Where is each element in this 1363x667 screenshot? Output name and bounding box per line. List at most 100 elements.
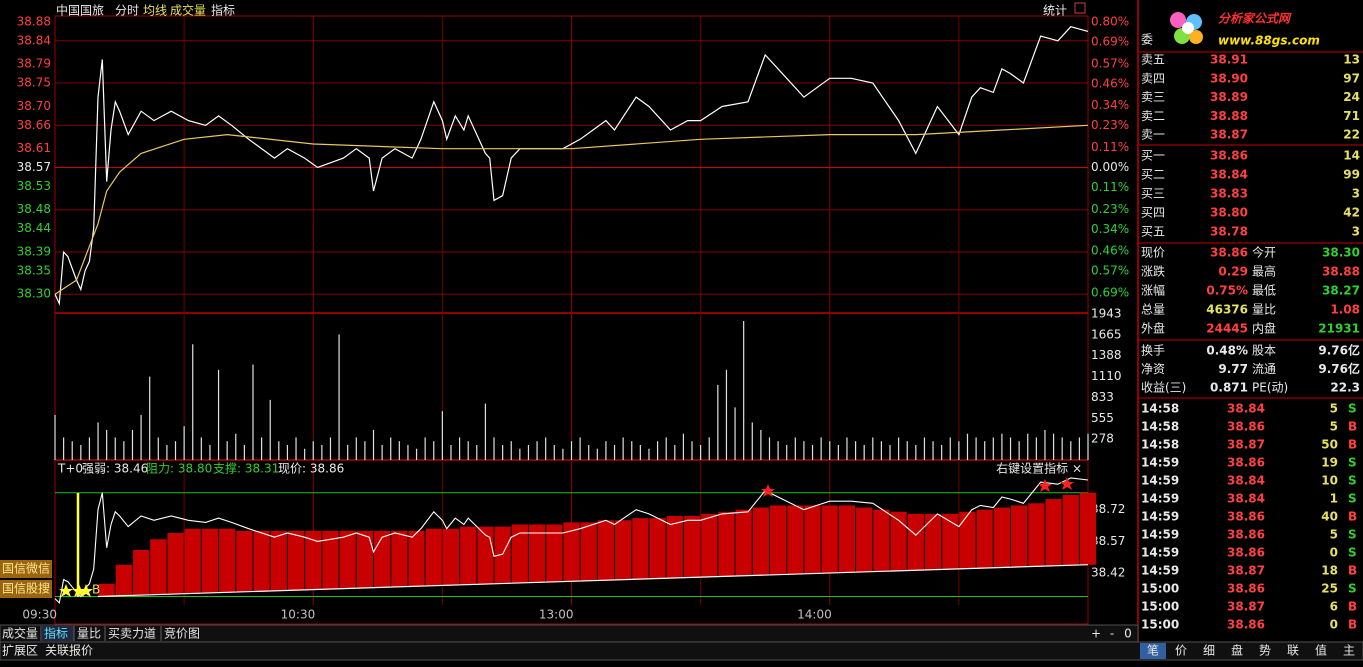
indicator-bar: [1045, 499, 1062, 566]
book-label: 买一: [1141, 149, 1165, 163]
volume-bar: [398, 441, 400, 460]
tick-price: 38.86: [1227, 618, 1265, 632]
volume-bar: [407, 444, 409, 460]
indicator-bar: [391, 530, 408, 587]
volume-bar: [304, 448, 306, 460]
book-label: 买四: [1141, 206, 1165, 220]
tab[interactable]: 指标: [44, 626, 68, 641]
tick-price: 38.84: [1227, 474, 1265, 488]
indicator-hint[interactable]: 右键设置指标 ×: [996, 461, 1082, 476]
indicator-bar: [838, 505, 856, 573]
y2-tick-label: 0.11%: [1091, 180, 1129, 194]
side-button[interactable]: [0, 560, 52, 578]
tab[interactable]: 量比: [77, 627, 101, 641]
header-tab[interactable]: 成交量: [170, 3, 206, 18]
right-tab[interactable]: 势: [1259, 644, 1271, 658]
control[interactable]: -: [1110, 627, 1114, 641]
quote-value: 38.30: [1322, 246, 1360, 260]
right-tab[interactable]: 细: [1203, 644, 1215, 658]
volume-bar: [364, 441, 366, 460]
y2-tick-label: 0.80%: [1091, 15, 1129, 29]
volume-bar: [1078, 437, 1080, 460]
volume-bar: [889, 444, 891, 460]
volume-bar: [829, 441, 831, 460]
tick-price: 38.86: [1227, 546, 1265, 560]
tick-time: 14:58: [1141, 402, 1179, 416]
control[interactable]: 0: [1124, 627, 1132, 641]
tick-volume: 40: [1321, 510, 1338, 524]
header-tab[interactable]: 均线: [143, 4, 167, 18]
buy-stars: [59, 584, 93, 597]
tab-bar: [0, 641, 1363, 661]
time-label: 09:30: [22, 608, 57, 622]
volume-bar: [545, 437, 547, 460]
window-icon[interactable]: [1074, 2, 1086, 14]
indicator-bar: [477, 526, 494, 585]
volume-bar: [1027, 433, 1029, 460]
right-tab[interactable]: 价: [1175, 644, 1187, 658]
control[interactable]: +: [1091, 627, 1101, 641]
volume-bar: [338, 334, 340, 460]
tab[interactable]: 扩展区: [2, 644, 38, 658]
volume-bar: [88, 437, 91, 460]
y-tick-label: 38.53: [17, 179, 51, 193]
quote-label: 现价: [1141, 246, 1165, 260]
quote-label: 内盘: [1252, 321, 1276, 336]
volume-bar: [949, 437, 951, 460]
volume-bar: [226, 441, 228, 460]
volume-bar: [786, 444, 788, 460]
volume-bar: [390, 437, 392, 460]
y-tick-label: 1110: [1091, 369, 1122, 383]
tick-time: 14:58: [1141, 420, 1179, 434]
book-volume: 13: [1343, 53, 1360, 67]
quote-label: 量比: [1252, 303, 1276, 317]
quote-value: 9.77: [1218, 362, 1248, 376]
right-tab[interactable]: 联: [1287, 644, 1299, 658]
y-tick-label: 38.79: [17, 57, 51, 71]
volume-bar: [596, 448, 598, 460]
volume-bar: [243, 444, 245, 460]
right-tab[interactable]: 值: [1315, 643, 1327, 658]
book-price: 38.83: [1210, 187, 1248, 201]
tab[interactable]: 竞价图: [164, 627, 200, 641]
tab-active: [42, 626, 74, 641]
volume-bar: [106, 429, 108, 460]
header-tab[interactable]: 指标: [211, 3, 235, 18]
side-button-label[interactable]: 国信微信: [2, 562, 50, 576]
side-button-label[interactable]: 国信股搜: [2, 581, 50, 596]
tab[interactable]: 买卖力道: [108, 627, 156, 641]
volume-bar: [217, 369, 220, 460]
indicator-bar: [1062, 494, 1079, 566]
volume-bar: [751, 422, 753, 460]
star: [59, 584, 73, 597]
volume-bar: [872, 437, 874, 460]
volume-bar: [54, 414, 56, 460]
volume-bar: [846, 437, 848, 460]
quote-value: 9.76亿: [1318, 361, 1360, 376]
volume-bar: [1087, 433, 1089, 460]
tab[interactable]: 关联报价: [45, 643, 93, 658]
quote-label: 最高: [1252, 264, 1276, 279]
tick-side: B: [1348, 564, 1357, 578]
tab[interactable]: 成交量: [2, 626, 38, 641]
y-tick-label: 38.84: [17, 33, 51, 47]
y-tick-label: 278: [1091, 432, 1114, 446]
volume-bar: [682, 433, 685, 460]
indicator-bar: [718, 511, 735, 577]
right-tab[interactable]: 笔: [1147, 643, 1159, 658]
header-tab[interactable]: 分时: [115, 4, 139, 18]
right-tab[interactable]: 盘: [1231, 643, 1243, 658]
volume-bar: [347, 444, 349, 460]
right-tab[interactable]: 主: [1343, 644, 1355, 658]
side-button[interactable]: [0, 580, 52, 598]
volume-bar: [519, 448, 521, 460]
tick-price: 38.86: [1227, 456, 1265, 470]
volume-bar: [622, 437, 624, 460]
tick-side: S: [1348, 546, 1357, 560]
stats-button[interactable]: 统计: [1043, 4, 1067, 18]
volume-bar: [820, 437, 822, 460]
volume-bar: [424, 437, 426, 460]
volume-bar: [261, 437, 263, 460]
tick-side: B: [1348, 420, 1357, 434]
order-ratio-label: 委: [1141, 33, 1153, 47]
